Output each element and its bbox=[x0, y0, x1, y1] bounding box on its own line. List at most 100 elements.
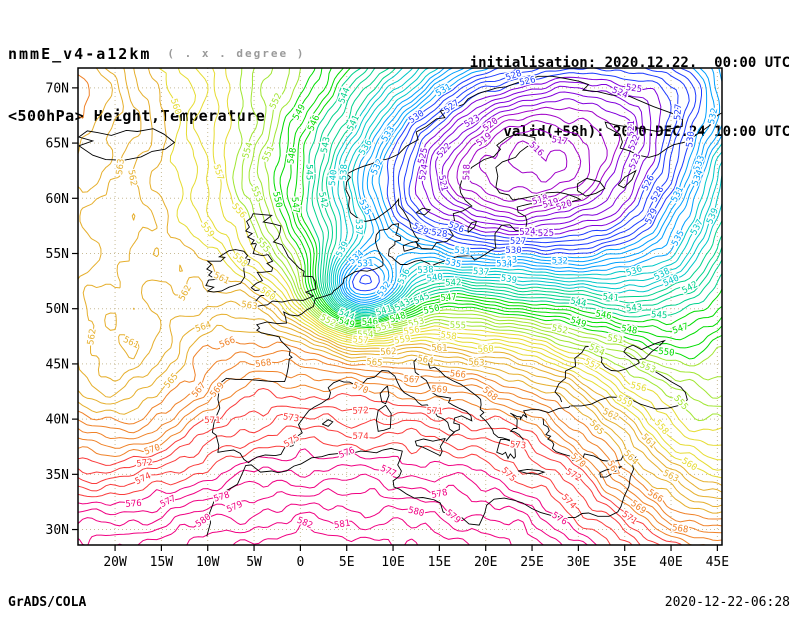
svg-text:0: 0 bbox=[296, 555, 304, 570]
svg-text:547: 547 bbox=[440, 293, 457, 304]
svg-text:40E: 40E bbox=[659, 555, 682, 570]
svg-text:551: 551 bbox=[606, 333, 624, 346]
svg-text:544: 544 bbox=[337, 86, 352, 105]
svg-text:573: 573 bbox=[509, 440, 526, 451]
svg-text:547: 547 bbox=[289, 197, 301, 214]
svg-text:15W: 15W bbox=[150, 555, 174, 570]
svg-text:519: 519 bbox=[475, 131, 494, 149]
svg-text:542: 542 bbox=[316, 191, 329, 209]
svg-text:569: 569 bbox=[431, 385, 448, 396]
svg-text:30N: 30N bbox=[46, 523, 69, 538]
svg-text:10E: 10E bbox=[381, 555, 404, 570]
svg-text:517: 517 bbox=[551, 135, 569, 147]
svg-text:45E: 45E bbox=[706, 555, 729, 570]
svg-text:55N: 55N bbox=[46, 247, 69, 262]
svg-text:521: 521 bbox=[436, 174, 449, 192]
svg-text:580: 580 bbox=[407, 506, 425, 520]
svg-text:560: 560 bbox=[477, 344, 494, 355]
svg-text:554: 554 bbox=[357, 330, 373, 340]
svg-text:543: 543 bbox=[625, 303, 642, 315]
svg-text:548: 548 bbox=[286, 147, 299, 165]
svg-text:15E: 15E bbox=[428, 555, 451, 570]
footer-credit: GrADS/COLA bbox=[8, 595, 87, 610]
svg-text:525: 525 bbox=[538, 229, 555, 240]
svg-text:567: 567 bbox=[403, 375, 420, 386]
svg-text:568: 568 bbox=[480, 385, 499, 403]
svg-text:540: 540 bbox=[328, 169, 340, 186]
svg-text:528: 528 bbox=[431, 228, 448, 240]
svg-text:563: 563 bbox=[115, 158, 127, 175]
svg-text:533: 533 bbox=[501, 255, 518, 266]
svg-text:527: 527 bbox=[510, 237, 526, 247]
svg-text:529: 529 bbox=[644, 207, 660, 226]
footer-timestamp: 2020-12-22-06:28 bbox=[664, 595, 790, 610]
svg-text:566: 566 bbox=[218, 335, 237, 350]
svg-text:534: 534 bbox=[691, 169, 706, 188]
svg-text:574: 574 bbox=[559, 493, 577, 512]
svg-text:70N: 70N bbox=[46, 81, 69, 96]
svg-text:549: 549 bbox=[291, 103, 308, 122]
svg-text:578: 578 bbox=[213, 490, 231, 504]
svg-text:5E: 5E bbox=[339, 555, 355, 570]
svg-text:531: 531 bbox=[454, 246, 471, 258]
svg-text:556: 556 bbox=[629, 381, 647, 395]
svg-text:519: 519 bbox=[542, 197, 560, 211]
svg-text:524: 524 bbox=[519, 227, 536, 238]
svg-text:522: 522 bbox=[435, 141, 453, 160]
svg-text:543: 543 bbox=[320, 136, 333, 154]
svg-text:549: 549 bbox=[569, 316, 588, 331]
svg-text:568: 568 bbox=[255, 358, 272, 370]
svg-text:545: 545 bbox=[303, 164, 313, 180]
svg-text:50N: 50N bbox=[46, 302, 69, 317]
svg-text:562: 562 bbox=[86, 328, 98, 346]
svg-text:556: 556 bbox=[229, 202, 247, 221]
svg-text:562: 562 bbox=[125, 169, 138, 187]
svg-text:557: 557 bbox=[352, 335, 369, 346]
svg-text:45N: 45N bbox=[46, 357, 69, 372]
svg-text:539: 539 bbox=[500, 274, 518, 287]
svg-text:536: 536 bbox=[625, 264, 644, 279]
svg-text:578: 578 bbox=[431, 488, 449, 501]
svg-text:35E: 35E bbox=[613, 555, 636, 570]
svg-text:537: 537 bbox=[689, 218, 706, 237]
svg-text:542: 542 bbox=[681, 280, 700, 296]
svg-text:548: 548 bbox=[620, 324, 638, 337]
svg-text:565: 565 bbox=[163, 372, 181, 391]
svg-text:560: 560 bbox=[168, 97, 183, 116]
svg-text:20W: 20W bbox=[103, 555, 127, 570]
svg-text:561: 561 bbox=[212, 271, 231, 287]
svg-text:554: 554 bbox=[587, 343, 606, 359]
svg-text:524: 524 bbox=[418, 163, 431, 181]
svg-text:530: 530 bbox=[505, 246, 521, 256]
model-title: nmmE_v4-a12km bbox=[8, 45, 152, 63]
svg-text:30E: 30E bbox=[567, 555, 590, 570]
svg-text:535: 535 bbox=[670, 229, 686, 248]
svg-text:538: 538 bbox=[417, 265, 434, 276]
svg-text:530: 530 bbox=[685, 131, 697, 148]
svg-text:566: 566 bbox=[449, 369, 466, 381]
svg-text:546: 546 bbox=[362, 317, 379, 328]
svg-text:564: 564 bbox=[416, 354, 434, 367]
svg-text:550: 550 bbox=[270, 191, 283, 209]
svg-text:571: 571 bbox=[204, 416, 220, 426]
svg-text:557: 557 bbox=[582, 357, 601, 373]
svg-text:568: 568 bbox=[671, 523, 689, 535]
svg-text:521: 521 bbox=[627, 120, 637, 136]
svg-text:35N: 35N bbox=[46, 468, 69, 483]
svg-text:544: 544 bbox=[569, 297, 587, 310]
svg-text:579: 579 bbox=[225, 500, 244, 516]
contour-lines bbox=[78, 68, 722, 545]
svg-text:526: 526 bbox=[447, 220, 466, 235]
svg-text:563: 563 bbox=[468, 358, 485, 369]
svg-text:529: 529 bbox=[411, 222, 430, 238]
svg-text:576: 576 bbox=[338, 446, 357, 461]
svg-text:576: 576 bbox=[125, 499, 142, 510]
resolution-note: ( . x . degree ) bbox=[167, 47, 306, 60]
svg-text:535: 535 bbox=[356, 198, 372, 217]
svg-text:565: 565 bbox=[587, 419, 605, 438]
svg-text:576: 576 bbox=[550, 511, 569, 528]
svg-text:559: 559 bbox=[615, 394, 634, 411]
svg-text:561: 561 bbox=[121, 335, 140, 351]
svg-text:552: 552 bbox=[551, 324, 569, 337]
svg-text:537: 537 bbox=[473, 267, 490, 278]
